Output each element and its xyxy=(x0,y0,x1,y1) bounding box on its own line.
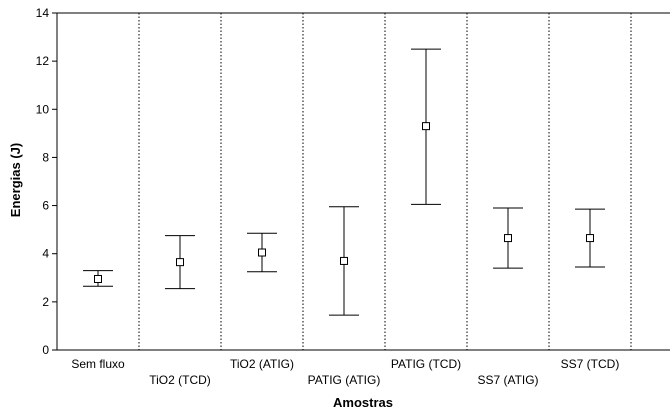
category-separators xyxy=(138,13,632,350)
mean-marker xyxy=(176,258,184,267)
y-tick-label: 4 xyxy=(42,247,49,261)
x-tick-label: Sem fluxo xyxy=(71,357,125,371)
mean-marker xyxy=(504,234,512,243)
mean-marker xyxy=(94,274,102,283)
mean-marker xyxy=(340,256,348,265)
x-tick-label: TiO2 (TCD) xyxy=(149,373,211,387)
y-tick-label: 12 xyxy=(36,54,50,68)
x-tick-label: PATIG (ATIG) xyxy=(308,373,381,387)
x-axis-title: Amostras xyxy=(333,395,393,410)
mean-marker xyxy=(258,248,266,257)
y-axis-title: Energias (J) xyxy=(8,143,23,217)
y-tick-label: 8 xyxy=(42,150,49,164)
y-tick-label: 2 xyxy=(42,295,49,309)
y-axis-ticks: 0 2 4 6 8 10 12 14 xyxy=(36,6,57,357)
y-tick-label: 10 xyxy=(36,102,50,116)
y-tick-label: 14 xyxy=(36,6,50,20)
mean-marker xyxy=(422,122,430,131)
error-bars xyxy=(83,48,605,316)
x-tick-label: SS7 (TCD) xyxy=(561,357,620,371)
x-tick-label: PATIG (TCD) xyxy=(391,357,461,371)
mean-marker xyxy=(586,234,594,243)
y-tick-label: 0 xyxy=(42,343,49,357)
x-tick-label: SS7 (ATIG) xyxy=(477,373,538,387)
y-tick-label: 6 xyxy=(42,199,49,213)
x-axis-tick-labels: Sem fluxo TiO2 (TCD) TiO2 (ATIG) PATIG (ATI… xyxy=(71,357,619,387)
axes xyxy=(56,12,670,351)
x-tick-label: TiO2 (ATIG) xyxy=(230,357,294,371)
